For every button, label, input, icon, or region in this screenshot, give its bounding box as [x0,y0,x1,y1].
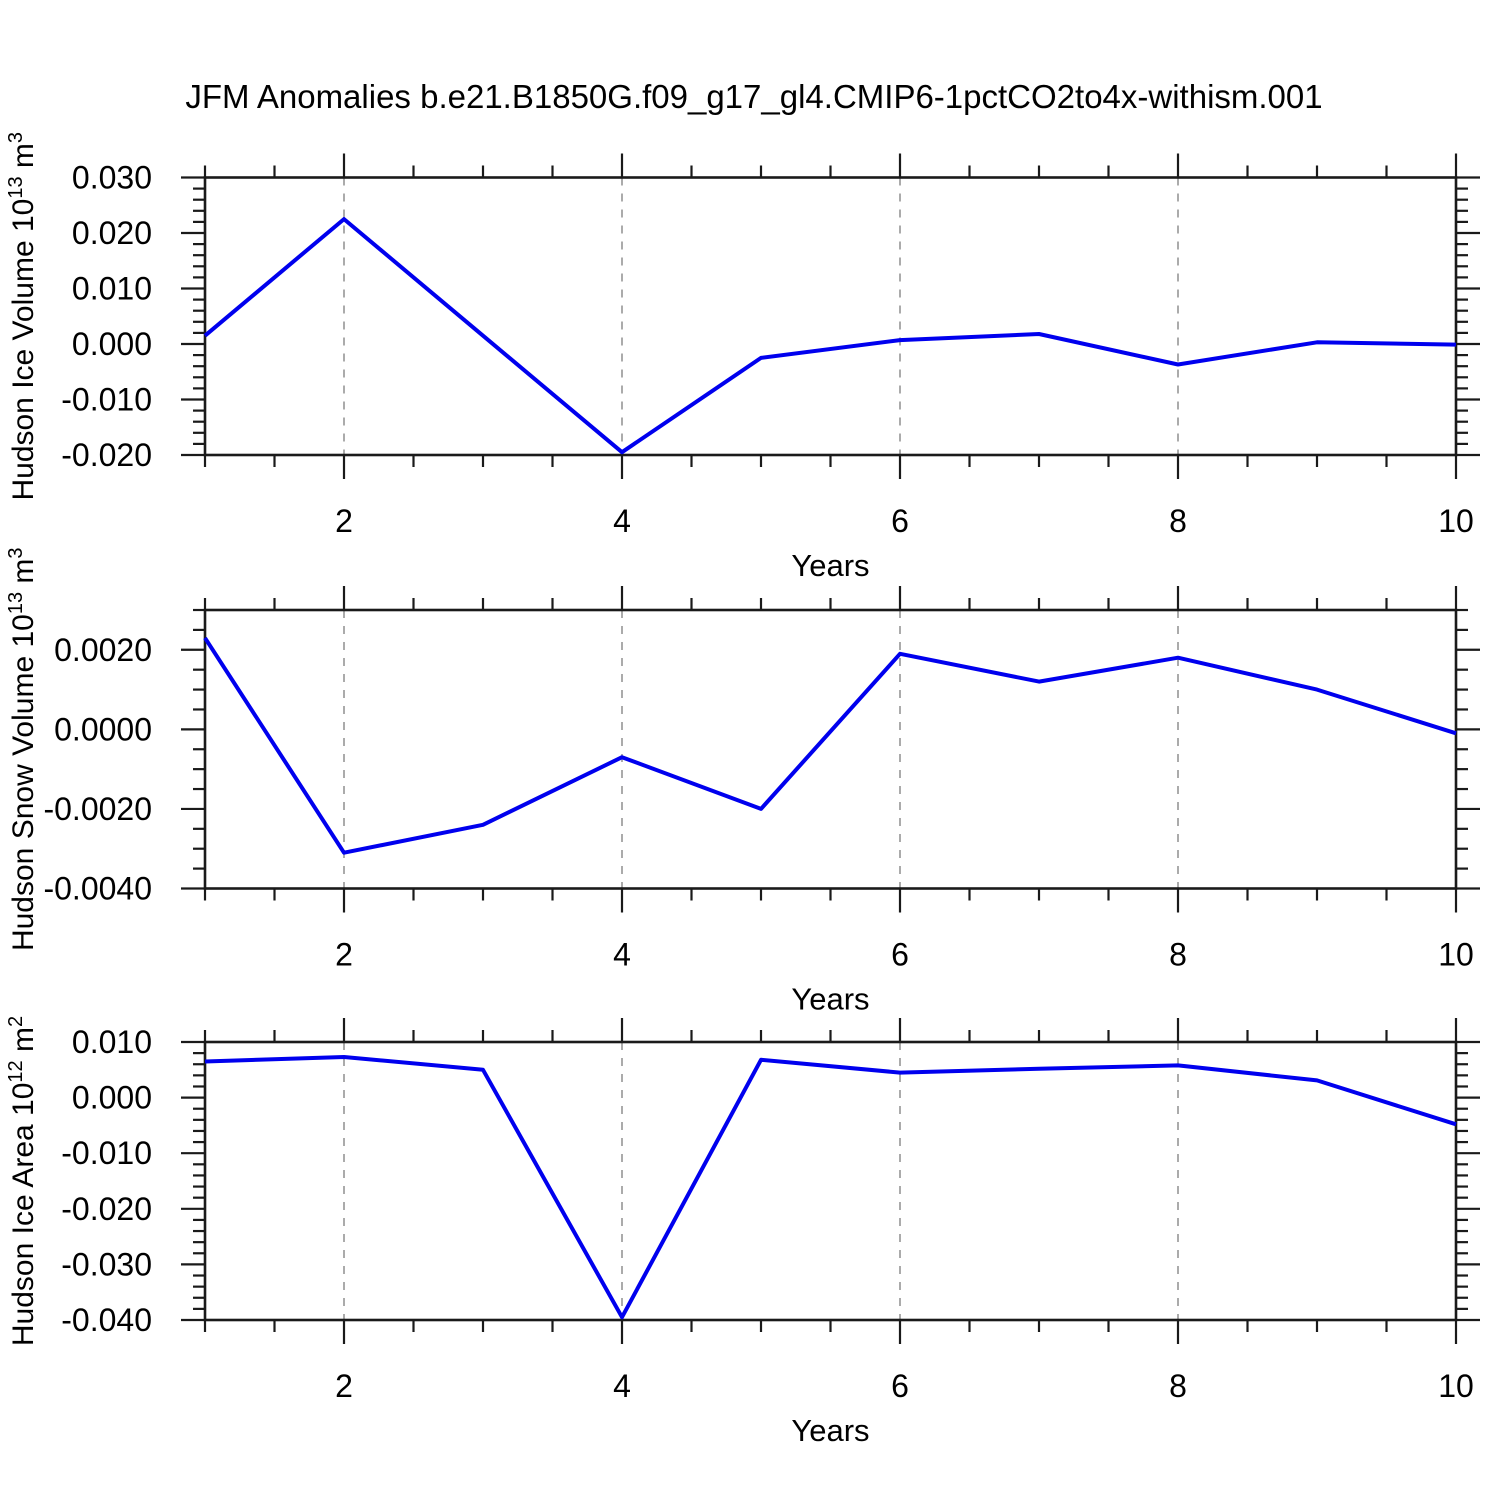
y-axis-title: Hudson Ice Volume 1013 m3 [5,132,40,501]
y-tick-label: -0.010 [61,382,152,418]
y-tick-label: 0.0020 [54,632,152,668]
x-tick-label: 4 [613,1368,631,1404]
data-line-series [203,217,1457,455]
chart-panels: 0.030 0.020 0.010 0.000 -0.010 -0.020 2 4 6 8 10 Ye… [5,132,1480,1448]
x-tick-label: 8 [1169,937,1187,973]
x-tick-label: 8 [1169,1368,1187,1404]
x-tick-label: 6 [891,503,909,539]
x-axis-title: Years [791,1413,869,1448]
y-axis-title: Hudson Ice Area 1012 m2 [5,1016,40,1346]
x-tick-label: 6 [891,1368,909,1404]
y-tick-label: 0.000 [72,326,152,362]
y-tick-label: 0.030 [72,160,152,196]
y-tick-label: 0.0000 [54,711,152,747]
x-tick-label: 10 [1438,937,1474,973]
x-tick-label: 10 [1438,503,1474,539]
y-tick-label: 0.000 [72,1080,152,1116]
axis-ticks [181,1018,1480,1344]
x-tick-label: 6 [891,937,909,973]
data-line-series [203,636,1457,855]
x-tick-label: 2 [335,1368,353,1404]
y-tick-label: -0.030 [61,1246,152,1282]
panel-3: 0.010 0.000 -0.010 -0.020 -0.030 -0.040 2 4 6 8 10… [5,1016,1480,1448]
axis-ticks [181,586,1480,913]
data-line-series [204,1055,1457,1320]
plot-frame [203,1040,1458,1322]
x-axis-title: Years [791,548,869,583]
y-tick-label: -0.020 [61,1191,152,1227]
x-tick-label: 8 [1169,503,1187,539]
y-tick-label: -0.020 [61,437,152,473]
x-tick-label: 4 [613,937,631,973]
y-axis-title: Hudson Snow Volume 1013 m3 [5,547,40,951]
panel-1: 0.030 0.020 0.010 0.000 -0.010 -0.020 2 4 6 8 10 Ye… [5,132,1480,583]
y-tick-label: -0.040 [61,1302,152,1338]
x-axis-title: Years [791,982,869,1017]
y-tick-label: 0.010 [72,271,152,307]
y-tick-label: -0.0020 [43,791,152,827]
panel-2: 0.0020 0.0000 -0.0020 -0.0040 2 4 6 8 10 Years Hud… [5,547,1480,1017]
y-tick-label: 0.020 [72,215,152,251]
axis-ticks [181,153,1480,479]
x-tick-label: 4 [613,503,631,539]
plot-frame [203,176,1458,457]
y-tick-label: 0.010 [72,1024,152,1060]
x-tick-label: 2 [335,937,353,973]
x-tick-label: 2 [335,503,353,539]
x-tick-label: 10 [1438,1368,1474,1404]
figure-title: JFM Anomalies b.e21.B1850G.f09_g17_gl4.C… [185,78,1322,115]
y-tick-label: -0.010 [61,1135,152,1171]
plot-frame [203,608,1458,890]
y-tick-label: -0.0040 [43,871,152,907]
